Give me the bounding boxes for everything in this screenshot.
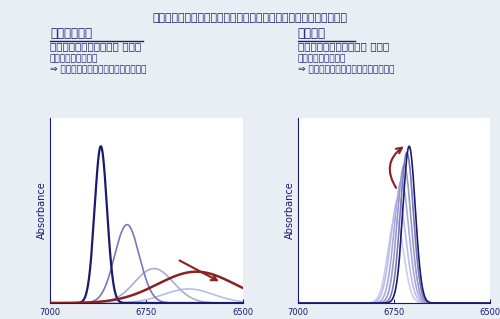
Text: スペクトル形状の変化は 小さい: スペクトル形状の変化は 小さい (298, 41, 388, 51)
Text: ⇒ 低波数シフトに伴い吸収強度は増加: ⇒ 低波数シフトに伴い吸収強度は増加 (298, 65, 394, 74)
Y-axis label: Absorbance: Absorbance (284, 182, 294, 240)
Text: 溶媒効果: 溶媒効果 (298, 27, 326, 40)
Text: 水素結合形成: 水素結合形成 (50, 27, 92, 40)
Text: 分子間相互作用の種類の違いでスペクトル形状の変化は異なります: 分子間相互作用の種類の違いでスペクトル形状の変化は異なります (152, 13, 348, 23)
Text: スペクトル形状の変化は 大きい: スペクトル形状の変化は 大きい (50, 41, 141, 51)
Text: 分子振動の第一倍音: 分子振動の第一倍音 (298, 55, 346, 64)
Text: ⇒ 低波数シフトに伴い吸収強度は減少: ⇒ 低波数シフトに伴い吸収強度は減少 (50, 65, 146, 74)
Text: 分子振動の第一倍音: 分子振動の第一倍音 (50, 55, 98, 64)
Y-axis label: Absorbance: Absorbance (37, 182, 47, 240)
